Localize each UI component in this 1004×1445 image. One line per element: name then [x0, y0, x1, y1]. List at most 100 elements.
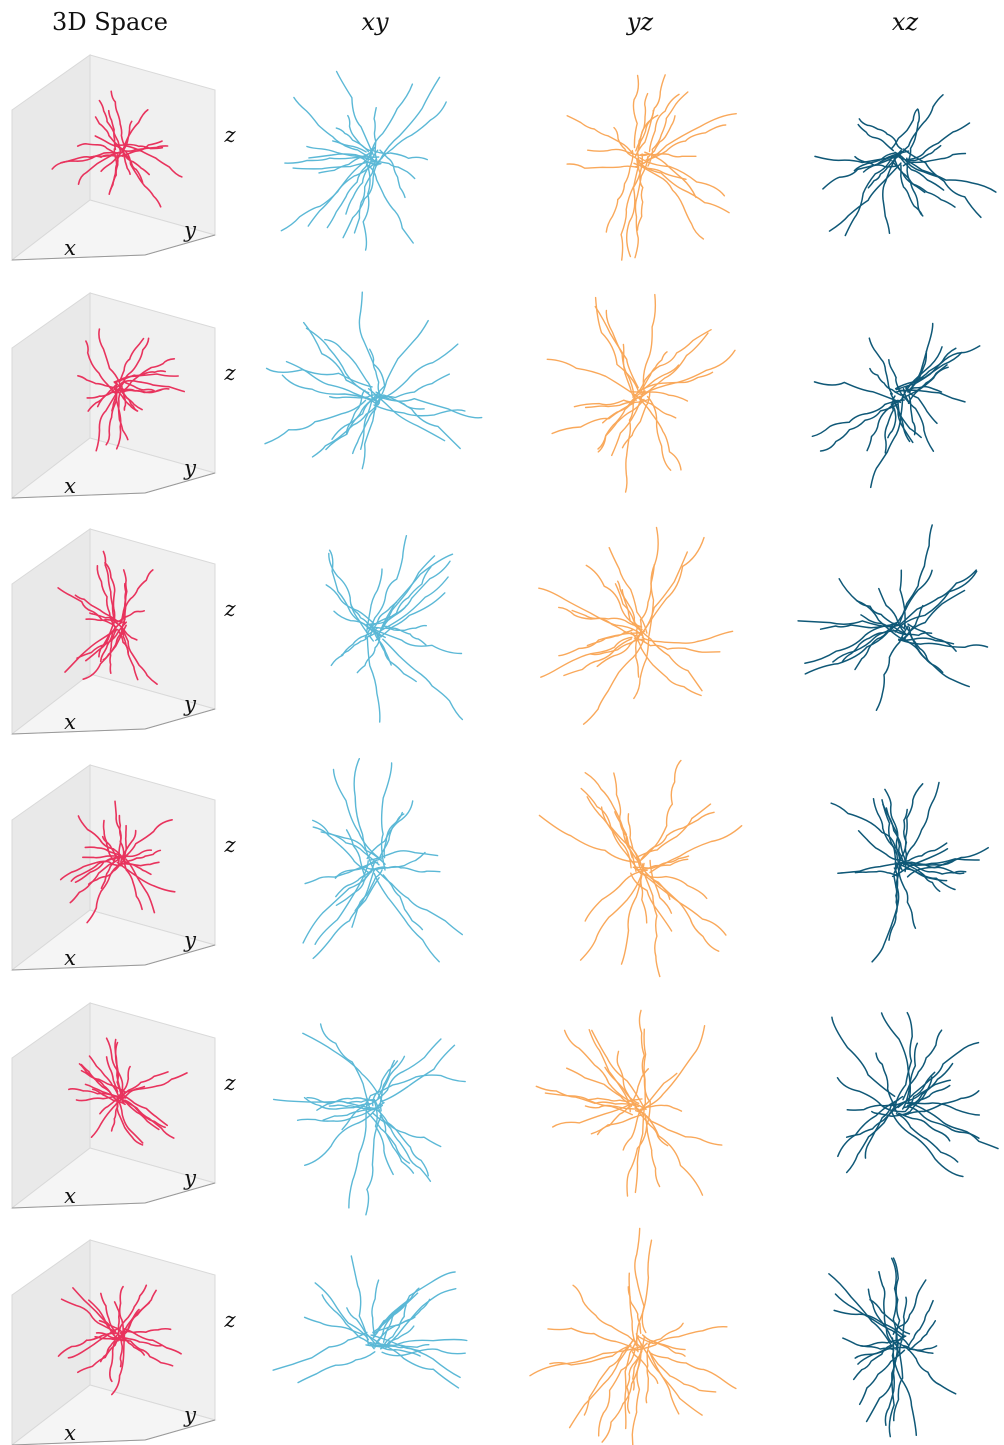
neuron-branch [633, 637, 650, 700]
neuron-branch [587, 148, 648, 157]
neuron-branch [371, 1279, 380, 1338]
neuron-branch [641, 1334, 686, 1357]
neuron-branch [529, 1346, 642, 1377]
neuron-branch [558, 632, 642, 657]
neuron-branch [264, 399, 367, 445]
neuron-branch [98, 328, 122, 387]
neuron-branch [122, 1328, 182, 1355]
neuron-branch [122, 109, 149, 151]
neuron-branch [634, 628, 643, 678]
neuron-branch [60, 1298, 117, 1333]
neuron-branch [608, 547, 648, 634]
neuron-branch [907, 144, 942, 163]
panel-yz [538, 526, 734, 725]
neuron-branch [116, 1071, 169, 1100]
panel-xy [272, 1255, 468, 1389]
axis-label-x: x [64, 474, 76, 498]
neuron-branch [303, 1096, 371, 1110]
neuron-branch [888, 358, 910, 404]
neuron-branch [648, 1351, 703, 1416]
neuron-branch [364, 535, 408, 639]
neuron-branch [90, 1099, 122, 1138]
neuron-branch [624, 1335, 639, 1430]
neuron-branch [99, 625, 117, 663]
neuron-branch [552, 1103, 632, 1128]
neuron-branch [383, 394, 461, 450]
neuron-branch [95, 392, 118, 452]
neuron-branch [890, 569, 933, 631]
neuron-branch [67, 1328, 119, 1359]
neuron-branch [116, 861, 176, 893]
neuron-branch [853, 152, 896, 172]
neuron-branch [64, 628, 118, 673]
neuron-branch [647, 91, 689, 167]
neuron-branch [568, 1337, 635, 1429]
neuron-branch [641, 166, 705, 240]
neuron-branch [867, 1288, 897, 1347]
axis-label-x: x [64, 236, 76, 260]
neuron-branch [321, 1294, 375, 1350]
panel-yz [546, 293, 736, 493]
neuron-branch [365, 163, 414, 244]
axis-label-x: x [64, 1421, 76, 1445]
neuron-branch [353, 157, 378, 234]
neuron-branch [872, 797, 903, 871]
neuron-branch [634, 867, 727, 936]
axis-label-x: x [64, 710, 76, 734]
neuron-branch [907, 1084, 951, 1107]
neuron-branch [613, 772, 633, 859]
neuron-branch [82, 624, 127, 680]
panel-xz [831, 1011, 999, 1178]
panel-3d: x y z [10, 292, 236, 500]
neuron-branch [639, 1025, 706, 1111]
neuron-branch [379, 1044, 456, 1103]
header-3d-space: 3D Space [52, 8, 168, 36]
y-axis-line [144, 944, 216, 966]
neuron-branch [546, 358, 633, 394]
neuron-branch [566, 163, 640, 169]
neuron-branch [908, 626, 970, 688]
neuron-branch [628, 1272, 637, 1346]
panel-3d: x y z [10, 528, 236, 736]
neuron-branch [905, 387, 938, 425]
neuron-branch [378, 161, 416, 180]
neuron-branch [626, 1100, 651, 1197]
neuron-branch [583, 1338, 635, 1416]
neuron-branch [119, 1338, 124, 1368]
neuron-branch [635, 92, 649, 152]
neuron-branch [857, 830, 909, 866]
neuron-branch [329, 394, 382, 399]
neuron-branch [118, 1334, 174, 1367]
axis-label-y: y [183, 456, 197, 480]
neuron-branch [354, 869, 383, 912]
neuron-branch [588, 1029, 631, 1113]
neuron-branch [902, 148, 982, 219]
neuron-branch [641, 1072, 678, 1109]
neuron-branch [632, 329, 712, 398]
neuron-branch [828, 1273, 893, 1348]
neuron-branch [77, 1331, 126, 1374]
neuron-branch [346, 1307, 376, 1345]
neuron-branch [374, 868, 463, 936]
neuron-branch [646, 115, 676, 159]
neuron-branch [907, 322, 934, 393]
neuron-branch [634, 1106, 704, 1196]
neuron-branch [123, 145, 169, 152]
neuron-branch [892, 154, 926, 194]
neuron-branch [878, 587, 909, 637]
row-neuron-1: x y z [10, 54, 997, 262]
neuron-branch [375, 319, 429, 404]
neuron-branch [644, 151, 697, 199]
neuron-branch [77, 815, 126, 862]
neuron-branch [898, 156, 997, 193]
neuron-branch [572, 1284, 643, 1350]
neuron-branch [322, 1104, 383, 1121]
neuron-branch [372, 1060, 399, 1107]
neuron-branch [111, 1334, 126, 1396]
neuron-branch [120, 569, 128, 625]
neuron-branch [887, 401, 897, 439]
neuron-branch [122, 147, 131, 175]
neuron-branch [345, 389, 366, 435]
neuron-branch [819, 403, 899, 452]
neuron-branch [831, 1016, 896, 1098]
